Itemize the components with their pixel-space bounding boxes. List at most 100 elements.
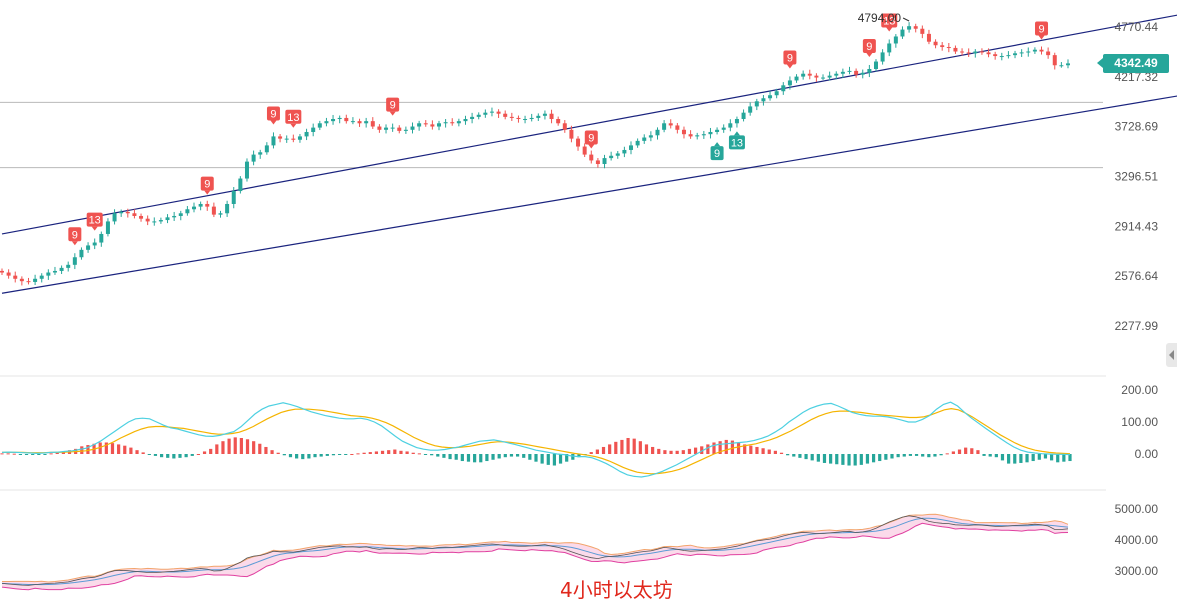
- macd-histogram-bar: [706, 444, 710, 454]
- td-marker-pointer: [786, 64, 793, 69]
- current-price-tag: 4342.49: [1097, 54, 1169, 73]
- current-price-value: 4342.49: [1114, 56, 1158, 70]
- candle-body: [264, 145, 269, 153]
- candle-body: [456, 121, 461, 124]
- macd-histogram-bar: [552, 454, 557, 466]
- td-marker-pointer: [91, 226, 98, 231]
- macd-histogram-bar: [55, 452, 59, 454]
- band-fill-area: [2, 514, 1068, 590]
- candle-body: [721, 127, 726, 130]
- candle-body: [463, 119, 468, 122]
- candle-body: [781, 85, 786, 92]
- candle-body: [172, 215, 177, 218]
- macd-histogram-bar: [233, 437, 237, 454]
- macd-histogram-bar: [712, 442, 716, 454]
- macd-histogram-bar: [245, 439, 250, 454]
- macd-histogram-bar: [319, 454, 323, 457]
- candle-body: [476, 114, 481, 117]
- macd-histogram-bar: [1013, 454, 1017, 464]
- macd-histogram-bar: [589, 452, 593, 454]
- candle-body: [390, 127, 395, 129]
- macd-histogram-bar: [669, 450, 673, 454]
- candle-body: [225, 203, 230, 214]
- panel-collapse-handle[interactable]: [1166, 343, 1177, 367]
- candle-body: [370, 121, 375, 127]
- candle-body: [960, 51, 965, 53]
- macd-histogram-bar: [1068, 454, 1072, 462]
- macd-histogram-bar: [1049, 454, 1054, 461]
- candle-body: [920, 28, 925, 34]
- macd-histogram-bar: [423, 454, 428, 455]
- candle-body: [52, 270, 57, 273]
- td-marker-pointer: [588, 144, 595, 149]
- macd-histogram-bar: [994, 454, 998, 458]
- candle-body: [33, 278, 38, 282]
- td-marker-pointer: [1038, 35, 1045, 40]
- candle-body: [72, 257, 77, 265]
- candle-body: [695, 135, 700, 137]
- candle-body: [1039, 49, 1044, 52]
- macd-histogram-bar: [957, 449, 962, 454]
- candle-body: [635, 140, 640, 146]
- candle-body: [331, 119, 336, 122]
- candle-body: [139, 215, 144, 219]
- candle-body: [152, 221, 157, 223]
- macd-histogram-bar: [117, 444, 121, 454]
- macd-histogram-bar: [1043, 454, 1048, 459]
- candle-body: [516, 117, 521, 120]
- candle-body: [443, 122, 448, 124]
- macd-histogram-bar: [18, 454, 23, 455]
- candle-body: [304, 131, 309, 137]
- macd-histogram-bar: [902, 454, 906, 457]
- macd-histogram-bar: [417, 453, 421, 455]
- price-axis-tick: 3728.69: [1115, 120, 1159, 134]
- macd-histogram-bar: [933, 454, 937, 457]
- candle-body: [470, 116, 475, 120]
- macd-histogram-bar: [908, 454, 913, 456]
- candle-body: [556, 119, 561, 124]
- td-marker-label: 9: [204, 179, 210, 191]
- macd-histogram-bar: [835, 454, 839, 465]
- candle-body: [999, 56, 1004, 58]
- macd-histogram-bar: [1007, 454, 1011, 464]
- candle-body: [258, 152, 263, 155]
- macd-histogram-bar: [1056, 454, 1060, 463]
- td-marker-pointer: [886, 27, 893, 32]
- macd-histogram-bar: [693, 447, 698, 454]
- candle-body: [728, 123, 733, 128]
- candle-body: [436, 123, 441, 127]
- channel-lower-line: [1, 95, 1177, 294]
- td-marker-label: 9: [588, 132, 594, 144]
- td-marker-pointer: [204, 190, 211, 195]
- macd-histogram-bar: [841, 454, 845, 465]
- candle-body: [496, 111, 501, 114]
- macd-histogram-bar: [681, 450, 685, 454]
- macd-histogram-bar: [190, 454, 194, 456]
- candle-body: [337, 117, 342, 120]
- candle-body: [99, 233, 104, 243]
- macd-histogram-bar: [736, 442, 741, 454]
- candle-body: [953, 47, 958, 52]
- candle-body: [986, 52, 991, 55]
- macd-histogram-bar: [135, 450, 139, 454]
- macd-histogram-bar: [773, 450, 777, 454]
- candle-body: [589, 154, 594, 161]
- band-axis-tick: 3000.00: [1115, 564, 1159, 578]
- price-axis-tick: 2914.43: [1115, 219, 1159, 233]
- td-marker-label: 9: [390, 100, 396, 112]
- macd-histogram-bar: [816, 454, 820, 462]
- macd-histogram-bar: [276, 452, 280, 454]
- macd-histogram-bar: [460, 454, 464, 462]
- candle-body: [946, 47, 951, 49]
- td-marker-label: 9: [714, 148, 720, 160]
- macd-histogram-bar: [37, 454, 41, 455]
- candle-body: [834, 73, 839, 76]
- band-axis-tick: 5000.00: [1115, 502, 1159, 516]
- candle-body: [450, 122, 455, 124]
- macd-histogram-bar: [491, 454, 495, 460]
- td-marker-box: [710, 146, 724, 161]
- macd-histogram-bar: [945, 453, 949, 455]
- macd-histogram-bar: [1062, 454, 1066, 462]
- candle-body: [26, 281, 31, 283]
